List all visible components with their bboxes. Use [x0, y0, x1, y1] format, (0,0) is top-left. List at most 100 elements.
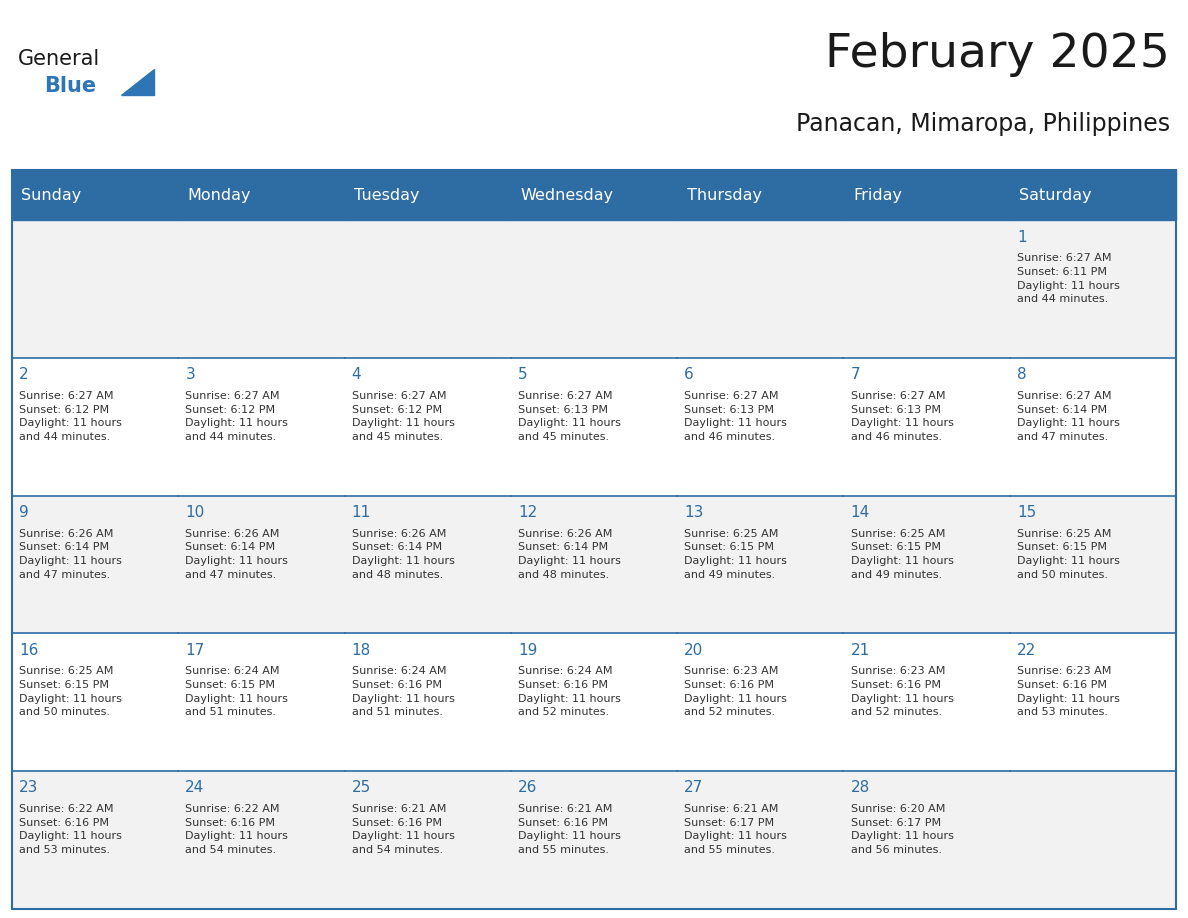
Text: Sunrise: 6:27 AM
Sunset: 6:11 PM
Daylight: 11 hours
and 44 minutes.: Sunrise: 6:27 AM Sunset: 6:11 PM Dayligh… — [1017, 253, 1120, 304]
Text: 15: 15 — [1017, 505, 1036, 520]
Bar — [12, 220, 178, 358]
Bar — [345, 220, 511, 358]
Text: Sunrise: 6:27 AM
Sunset: 6:12 PM
Daylight: 11 hours
and 45 minutes.: Sunrise: 6:27 AM Sunset: 6:12 PM Dayligh… — [352, 391, 455, 442]
Text: Wednesday: Wednesday — [520, 187, 613, 203]
Text: Sunrise: 6:22 AM
Sunset: 6:16 PM
Daylight: 11 hours
and 54 minutes.: Sunrise: 6:22 AM Sunset: 6:16 PM Dayligh… — [185, 804, 289, 855]
Text: Sunrise: 6:27 AM
Sunset: 6:12 PM
Daylight: 11 hours
and 44 minutes.: Sunrise: 6:27 AM Sunset: 6:12 PM Dayligh… — [19, 391, 122, 442]
Text: 28: 28 — [851, 780, 870, 795]
Bar — [843, 220, 1010, 358]
Bar — [345, 170, 511, 220]
Text: Sunday: Sunday — [21, 187, 82, 203]
Text: 22: 22 — [1017, 643, 1036, 657]
Text: Panacan, Mimaropa, Philippines: Panacan, Mimaropa, Philippines — [796, 112, 1170, 136]
Bar — [511, 496, 677, 633]
Text: Sunrise: 6:22 AM
Sunset: 6:16 PM
Daylight: 11 hours
and 53 minutes.: Sunrise: 6:22 AM Sunset: 6:16 PM Dayligh… — [19, 804, 122, 855]
Text: Sunrise: 6:27 AM
Sunset: 6:14 PM
Daylight: 11 hours
and 47 minutes.: Sunrise: 6:27 AM Sunset: 6:14 PM Dayligh… — [1017, 391, 1120, 442]
Bar — [178, 170, 345, 220]
Text: Tuesday: Tuesday — [354, 187, 419, 203]
Text: Sunrise: 6:25 AM
Sunset: 6:15 PM
Daylight: 11 hours
and 49 minutes.: Sunrise: 6:25 AM Sunset: 6:15 PM Dayligh… — [684, 529, 788, 579]
Text: Sunrise: 6:23 AM
Sunset: 6:16 PM
Daylight: 11 hours
and 52 minutes.: Sunrise: 6:23 AM Sunset: 6:16 PM Dayligh… — [684, 666, 788, 717]
Bar — [843, 496, 1010, 633]
Text: Sunrise: 6:26 AM
Sunset: 6:14 PM
Daylight: 11 hours
and 47 minutes.: Sunrise: 6:26 AM Sunset: 6:14 PM Dayligh… — [185, 529, 289, 579]
Bar — [12, 633, 178, 771]
Text: Sunrise: 6:27 AM
Sunset: 6:12 PM
Daylight: 11 hours
and 44 minutes.: Sunrise: 6:27 AM Sunset: 6:12 PM Dayligh… — [185, 391, 289, 442]
Text: 23: 23 — [19, 780, 38, 795]
Text: Friday: Friday — [853, 187, 902, 203]
Text: Sunrise: 6:23 AM
Sunset: 6:16 PM
Daylight: 11 hours
and 53 minutes.: Sunrise: 6:23 AM Sunset: 6:16 PM Dayligh… — [1017, 666, 1120, 717]
Bar — [677, 633, 843, 771]
Bar — [12, 170, 178, 220]
Text: Sunrise: 6:25 AM
Sunset: 6:15 PM
Daylight: 11 hours
and 50 minutes.: Sunrise: 6:25 AM Sunset: 6:15 PM Dayligh… — [19, 666, 122, 717]
Bar — [12, 496, 178, 633]
Text: Sunrise: 6:25 AM
Sunset: 6:15 PM
Daylight: 11 hours
and 49 minutes.: Sunrise: 6:25 AM Sunset: 6:15 PM Dayligh… — [851, 529, 954, 579]
Bar — [677, 220, 843, 358]
Text: 27: 27 — [684, 780, 703, 795]
Bar — [1010, 220, 1176, 358]
Bar — [843, 633, 1010, 771]
Text: 25: 25 — [352, 780, 371, 795]
Text: 3: 3 — [185, 367, 195, 382]
Bar — [12, 358, 178, 496]
Text: 17: 17 — [185, 643, 204, 657]
Text: 2: 2 — [19, 367, 29, 382]
Text: Thursday: Thursday — [687, 187, 762, 203]
Text: 13: 13 — [684, 505, 703, 520]
Text: 4: 4 — [352, 367, 361, 382]
Text: Saturday: Saturday — [1019, 187, 1092, 203]
Text: Sunrise: 6:26 AM
Sunset: 6:14 PM
Daylight: 11 hours
and 48 minutes.: Sunrise: 6:26 AM Sunset: 6:14 PM Dayligh… — [352, 529, 455, 579]
Text: 7: 7 — [851, 367, 860, 382]
Bar — [1010, 771, 1176, 909]
Bar — [843, 358, 1010, 496]
Bar — [511, 771, 677, 909]
Bar — [1010, 633, 1176, 771]
Bar — [511, 220, 677, 358]
Text: Sunrise: 6:25 AM
Sunset: 6:15 PM
Daylight: 11 hours
and 50 minutes.: Sunrise: 6:25 AM Sunset: 6:15 PM Dayligh… — [1017, 529, 1120, 579]
Bar — [677, 771, 843, 909]
Text: Sunrise: 6:24 AM
Sunset: 6:16 PM
Daylight: 11 hours
and 51 minutes.: Sunrise: 6:24 AM Sunset: 6:16 PM Dayligh… — [352, 666, 455, 717]
Text: Sunrise: 6:26 AM
Sunset: 6:14 PM
Daylight: 11 hours
and 48 minutes.: Sunrise: 6:26 AM Sunset: 6:14 PM Dayligh… — [518, 529, 621, 579]
Bar — [1010, 496, 1176, 633]
Text: Sunrise: 6:27 AM
Sunset: 6:13 PM
Daylight: 11 hours
and 46 minutes.: Sunrise: 6:27 AM Sunset: 6:13 PM Dayligh… — [851, 391, 954, 442]
Text: Sunrise: 6:20 AM
Sunset: 6:17 PM
Daylight: 11 hours
and 56 minutes.: Sunrise: 6:20 AM Sunset: 6:17 PM Dayligh… — [851, 804, 954, 855]
Text: 26: 26 — [518, 780, 537, 795]
Bar — [178, 633, 345, 771]
Text: 9: 9 — [19, 505, 29, 520]
Bar — [178, 358, 345, 496]
Text: Sunrise: 6:24 AM
Sunset: 6:15 PM
Daylight: 11 hours
and 51 minutes.: Sunrise: 6:24 AM Sunset: 6:15 PM Dayligh… — [185, 666, 289, 717]
Text: Sunrise: 6:21 AM
Sunset: 6:17 PM
Daylight: 11 hours
and 55 minutes.: Sunrise: 6:21 AM Sunset: 6:17 PM Dayligh… — [684, 804, 788, 855]
Text: 14: 14 — [851, 505, 870, 520]
Bar — [12, 771, 178, 909]
Bar — [345, 496, 511, 633]
Bar — [511, 170, 677, 220]
Text: Sunrise: 6:26 AM
Sunset: 6:14 PM
Daylight: 11 hours
and 47 minutes.: Sunrise: 6:26 AM Sunset: 6:14 PM Dayligh… — [19, 529, 122, 579]
Bar — [1010, 358, 1176, 496]
Bar — [345, 771, 511, 909]
Text: General: General — [18, 49, 100, 69]
Text: 20: 20 — [684, 643, 703, 657]
Bar — [677, 170, 843, 220]
Polygon shape — [121, 69, 154, 95]
Text: Sunrise: 6:24 AM
Sunset: 6:16 PM
Daylight: 11 hours
and 52 minutes.: Sunrise: 6:24 AM Sunset: 6:16 PM Dayligh… — [518, 666, 621, 717]
Text: Sunrise: 6:27 AM
Sunset: 6:13 PM
Daylight: 11 hours
and 46 minutes.: Sunrise: 6:27 AM Sunset: 6:13 PM Dayligh… — [684, 391, 788, 442]
Text: 24: 24 — [185, 780, 204, 795]
Bar — [12, 170, 1176, 909]
Bar — [178, 220, 345, 358]
Text: February 2025: February 2025 — [826, 32, 1170, 77]
Text: Sunrise: 6:21 AM
Sunset: 6:16 PM
Daylight: 11 hours
and 55 minutes.: Sunrise: 6:21 AM Sunset: 6:16 PM Dayligh… — [518, 804, 621, 855]
Bar — [345, 358, 511, 496]
Text: 1: 1 — [1017, 230, 1026, 244]
Text: 21: 21 — [851, 643, 870, 657]
Text: 11: 11 — [352, 505, 371, 520]
Bar — [843, 170, 1010, 220]
Text: 8: 8 — [1017, 367, 1026, 382]
Text: Sunrise: 6:23 AM
Sunset: 6:16 PM
Daylight: 11 hours
and 52 minutes.: Sunrise: 6:23 AM Sunset: 6:16 PM Dayligh… — [851, 666, 954, 717]
Text: Sunrise: 6:21 AM
Sunset: 6:16 PM
Daylight: 11 hours
and 54 minutes.: Sunrise: 6:21 AM Sunset: 6:16 PM Dayligh… — [352, 804, 455, 855]
Bar — [843, 771, 1010, 909]
Bar — [511, 633, 677, 771]
Bar — [677, 358, 843, 496]
Text: 16: 16 — [19, 643, 38, 657]
Bar — [345, 633, 511, 771]
Text: 5: 5 — [518, 367, 527, 382]
Bar — [1010, 170, 1176, 220]
Bar — [511, 358, 677, 496]
